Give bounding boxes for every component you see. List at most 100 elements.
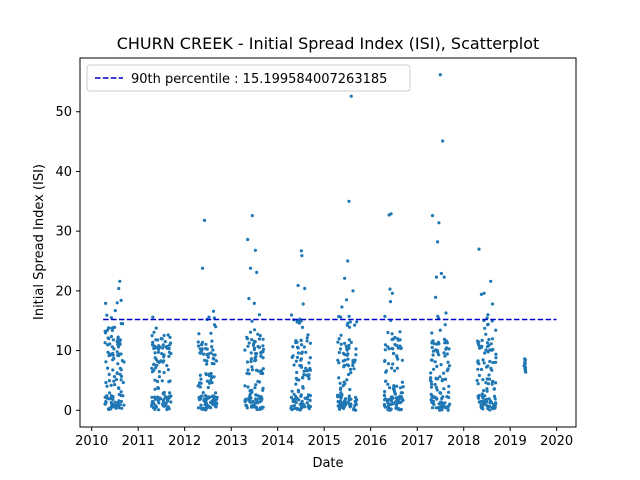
data-point xyxy=(399,346,403,351)
x-tick-label: 2017 xyxy=(401,434,434,449)
data-point xyxy=(437,221,441,225)
data-point xyxy=(202,352,206,356)
data-point xyxy=(116,401,120,405)
data-point xyxy=(122,403,126,407)
y-tick-label: 50 xyxy=(55,105,72,120)
data-point xyxy=(150,404,154,408)
data-point xyxy=(214,325,218,329)
data-point xyxy=(162,398,166,402)
data-point xyxy=(261,388,265,392)
data-point xyxy=(116,335,120,339)
data-point xyxy=(523,365,528,369)
data-point xyxy=(215,395,219,399)
data-point xyxy=(118,342,122,346)
data-point xyxy=(302,369,306,373)
data-point xyxy=(250,214,254,218)
data-point xyxy=(388,397,392,402)
data-point xyxy=(244,397,248,401)
data-point xyxy=(168,395,172,399)
data-point xyxy=(261,367,265,371)
data-point xyxy=(486,350,490,354)
data-point xyxy=(300,399,304,404)
data-point xyxy=(304,366,308,370)
data-point xyxy=(494,360,498,364)
data-point xyxy=(388,386,392,390)
data-point xyxy=(340,305,344,309)
data-point xyxy=(246,368,250,372)
data-point xyxy=(434,385,438,390)
x-tick-label: 2010 xyxy=(75,434,108,449)
data-point xyxy=(199,377,203,381)
data-point xyxy=(204,394,208,398)
data-point xyxy=(250,390,254,394)
data-point xyxy=(447,364,452,368)
data-point xyxy=(479,403,483,407)
data-point xyxy=(112,375,116,379)
data-point xyxy=(300,351,304,355)
data-point xyxy=(118,372,122,376)
data-point xyxy=(114,377,118,382)
data-point xyxy=(253,386,257,390)
data-point xyxy=(486,382,490,386)
data-point xyxy=(198,373,202,377)
x-tick-label: 2020 xyxy=(540,434,573,449)
data-point xyxy=(390,291,394,295)
data-point xyxy=(297,398,301,402)
data-point xyxy=(485,397,489,401)
data-point xyxy=(430,331,434,335)
data-point xyxy=(200,342,204,346)
data-point xyxy=(444,311,448,315)
data-point xyxy=(429,358,433,362)
data-point xyxy=(299,338,303,342)
data-point xyxy=(431,401,435,405)
data-point xyxy=(481,407,485,411)
data-point xyxy=(254,368,259,372)
data-point xyxy=(207,381,212,385)
data-point xyxy=(250,319,254,323)
data-point xyxy=(488,359,492,364)
data-point xyxy=(105,384,109,388)
data-point xyxy=(396,338,400,342)
data-point xyxy=(169,352,173,356)
data-point xyxy=(251,343,255,347)
data-point xyxy=(152,362,156,367)
data-point xyxy=(434,275,439,279)
data-point xyxy=(346,401,350,405)
data-point xyxy=(259,354,263,358)
data-point xyxy=(347,338,351,342)
x-tick-label: 2014 xyxy=(261,434,294,449)
data-point xyxy=(445,395,449,399)
data-point xyxy=(354,347,358,351)
data-point xyxy=(494,401,498,405)
data-point xyxy=(119,378,123,382)
data-point xyxy=(106,343,110,347)
plot-frame xyxy=(79,57,577,428)
x-tick-label: 2012 xyxy=(168,434,201,449)
data-point xyxy=(442,337,447,341)
data-point xyxy=(260,371,264,375)
data-point xyxy=(446,360,450,364)
data-point xyxy=(167,380,171,384)
data-point xyxy=(394,405,398,409)
data-point xyxy=(388,300,393,304)
data-point xyxy=(117,352,121,356)
data-point xyxy=(199,403,203,407)
data-point xyxy=(115,301,119,305)
data-point xyxy=(308,341,312,345)
data-point xyxy=(442,275,446,279)
data-point xyxy=(150,334,154,338)
data-point xyxy=(353,323,357,327)
data-point xyxy=(299,358,303,362)
y-tick-label: 20 xyxy=(55,284,72,299)
data-point xyxy=(161,346,165,350)
data-point xyxy=(434,377,438,381)
y-tick-label: 10 xyxy=(55,344,72,359)
data-point xyxy=(296,388,300,392)
data-point xyxy=(257,313,261,317)
data-point xyxy=(152,330,156,334)
data-point xyxy=(117,386,121,390)
data-point xyxy=(488,404,492,408)
data-point xyxy=(492,394,497,398)
data-point xyxy=(206,385,210,390)
